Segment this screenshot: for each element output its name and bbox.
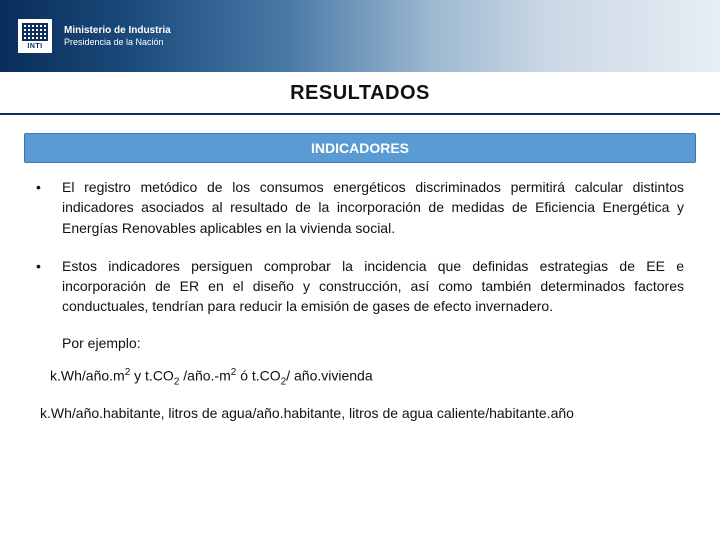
formula-part: y t.CO xyxy=(130,367,174,383)
title-bar: RESULTADOS xyxy=(0,72,720,115)
formula-part: k.Wh/año.m xyxy=(50,367,125,383)
inti-logo-icon: INTI xyxy=(18,19,52,53)
section-header: INDICADORES xyxy=(24,133,696,163)
bullet-item: • El registro metódico de los consumos e… xyxy=(36,177,684,238)
logo-block: INTI Ministerio de Industria Presidencia… xyxy=(0,19,171,53)
bullet-item: • Estos indicadores persiguen comprobar … xyxy=(36,256,684,317)
logo-label: INTI xyxy=(27,43,42,50)
formula-part: / año.vivienda xyxy=(286,367,372,383)
formula-line-1: k.Wh/año.m2 y t.CO2 /año.-m2 ó t.CO2/ añ… xyxy=(50,367,684,387)
ministry-text: Ministerio de Industria Presidencia de l… xyxy=(64,24,171,49)
ministry-line1: Ministerio de Industria xyxy=(64,24,171,37)
formula-part: /año.-m xyxy=(179,367,230,383)
logo-grid-icon xyxy=(22,23,48,41)
bullet-marker-icon: • xyxy=(36,177,42,197)
bullet-text: Estos indicadores persiguen comprobar la… xyxy=(62,256,684,317)
page-title: RESULTADOS xyxy=(0,82,720,105)
formula-part: ó t.CO xyxy=(236,367,280,383)
bullet-marker-icon: • xyxy=(36,256,42,276)
header-band: INTI Ministerio de Industria Presidencia… xyxy=(0,0,720,72)
example-label: Por ejemplo: xyxy=(62,335,684,351)
content-area: • El registro metódico de los consumos e… xyxy=(0,163,720,421)
formula-line-2: k.Wh/año.habitante, litros de agua/año.h… xyxy=(40,405,684,421)
ministry-line2: Presidencia de la Nación xyxy=(64,37,171,49)
bullet-text: El registro metódico de los consumos ene… xyxy=(62,177,684,238)
